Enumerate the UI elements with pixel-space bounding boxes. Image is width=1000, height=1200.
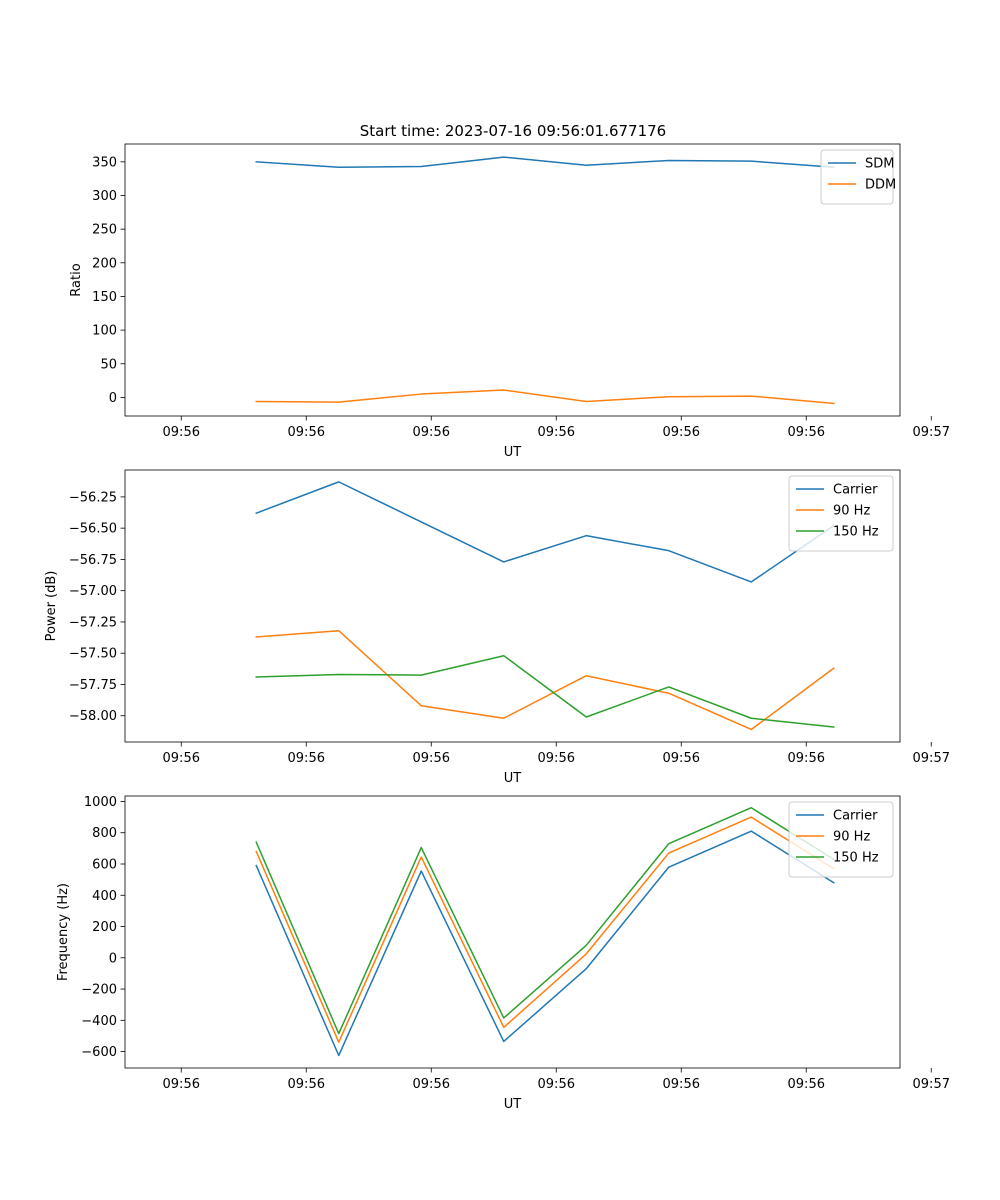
frequency-y-tick-label: 200	[92, 920, 117, 935]
frequency-y-tick-label: 800	[92, 826, 117, 841]
ratio-y-tick-label: 150	[92, 290, 117, 305]
ratio-x-tick-label: 09:56	[663, 425, 700, 440]
power-x-tick-label: 09:56	[163, 751, 200, 766]
power-x-tick-label: 09:56	[413, 751, 450, 766]
ratio-x-axis-label: UT	[504, 445, 522, 460]
power-y-tick-label: −56.75	[69, 553, 117, 568]
ratio-x-tick-label: 09:56	[163, 425, 200, 440]
frequency-y-tick-label: −600	[81, 1045, 117, 1060]
ratio-axes-frame	[124, 143, 901, 417]
power-y-tick-label: −58.00	[69, 709, 117, 724]
frequency-x-axis-label: UT	[504, 1097, 522, 1112]
frequency-y-tick-label: 1000	[84, 795, 117, 810]
frequency-x-tick-label: 09:56	[663, 1077, 700, 1092]
power-y-tick-label: −57.50	[69, 647, 117, 662]
frequency-series-line-90-hz	[255, 816, 835, 1043]
frequency-legend-box	[788, 801, 894, 878]
ratio-y-tick-label: 250	[92, 223, 117, 238]
frequency-y-tick-label: 600	[92, 858, 117, 873]
ratio-y-tick-label: 350	[92, 155, 117, 170]
ratio-x-tick-label: 09:56	[288, 425, 325, 440]
frequency-series-line-150-hz	[255, 806, 835, 1035]
frequency-y-axis-label: Frequency (Hz)	[56, 883, 71, 981]
ratio-legend-label-ddm: DDM	[865, 178, 896, 193]
frequency-chart: 09:56 09:56 09:56 09:56 09:56 09:56 09:57 −600 −…	[56, 795, 950, 1112]
ratio-y-tick-label: 300	[92, 189, 117, 204]
power-legend-label-150-hz: 150 Hz	[833, 525, 879, 540]
power-x-tick-label: 09:56	[288, 751, 325, 766]
ratio-y-tick-label: 0	[109, 391, 117, 406]
power-legend-label-carrier: Carrier	[833, 483, 878, 498]
frequency-y-tick-label: 0	[109, 951, 117, 966]
power-series-line-carrier	[255, 481, 835, 583]
power-y-tick-label: −56.25	[69, 490, 117, 505]
ratio-y-tick-label: 200	[92, 256, 117, 271]
power-y-axis-label: Power (dB)	[44, 571, 59, 642]
power-legend-label-90-hz: 90 Hz	[833, 504, 870, 519]
ratio-y-axis-label: Ratio	[69, 263, 84, 296]
ratio-x-tick-label: 09:56	[413, 425, 450, 440]
frequency-axes-frame	[124, 795, 901, 1069]
frequency-x-tick-label: 09:56	[288, 1077, 325, 1092]
frequency-x-tick-label: 09:56	[413, 1077, 450, 1092]
ratio-x-tick-label: 09:56	[788, 425, 825, 440]
power-y-tick-label: −57.75	[69, 678, 117, 693]
ratio-series-line-ddm	[255, 389, 835, 405]
power-series-line-90-hz	[255, 629, 835, 731]
power-chart: 09:56 09:56 09:56 09:56 09:56 09:56 09:57 −58.0…	[44, 469, 950, 786]
power-legend-box	[788, 475, 894, 552]
power-x-axis-label: UT	[504, 771, 522, 786]
ratio-y-tick-label: 100	[92, 324, 117, 339]
frequency-series-line-carrier	[255, 830, 835, 1057]
frequency-legend-label-90-hz: 90 Hz	[833, 830, 870, 845]
ratio-x-tick-label: 09:57	[913, 425, 950, 440]
ratio-series-line-sdm	[255, 156, 835, 169]
power-x-tick-label: 09:57	[913, 751, 950, 766]
frequency-x-tick-label: 09:56	[163, 1077, 200, 1092]
frequency-x-tick-label: 09:57	[913, 1077, 950, 1092]
frequency-y-tick-label: −400	[81, 1014, 117, 1029]
power-series-line-150-hz	[255, 654, 835, 728]
power-x-tick-label: 09:56	[538, 751, 575, 766]
power-x-tick-label: 09:56	[788, 751, 825, 766]
power-x-tick-label: 09:56	[663, 751, 700, 766]
power-y-tick-label: −56.50	[69, 522, 117, 537]
ratio-x-tick-label: 09:56	[538, 425, 575, 440]
ratio-chart: 09:56 09:56 09:56 09:56 09:56 09:56 09:57 0 50 10…	[69, 143, 950, 460]
frequency-legend-label-carrier: Carrier	[833, 809, 878, 824]
frequency-y-tick-label: 400	[92, 889, 117, 904]
power-y-tick-label: −57.25	[69, 615, 117, 630]
power-axes-frame	[124, 469, 901, 743]
frequency-y-tick-label: −200	[81, 983, 117, 998]
power-y-tick-label: −57.00	[69, 584, 117, 599]
ratio-y-tick-label: 50	[100, 357, 117, 372]
figure-title: Start time: 2023-07-16 09:56:01.677176	[360, 122, 666, 140]
frequency-x-tick-label: 09:56	[538, 1077, 575, 1092]
frequency-x-tick-label: 09:56	[788, 1077, 825, 1092]
ratio-legend-label-sdm: SDM	[865, 157, 894, 172]
frequency-legend-label-150-hz: 150 Hz	[833, 851, 879, 866]
